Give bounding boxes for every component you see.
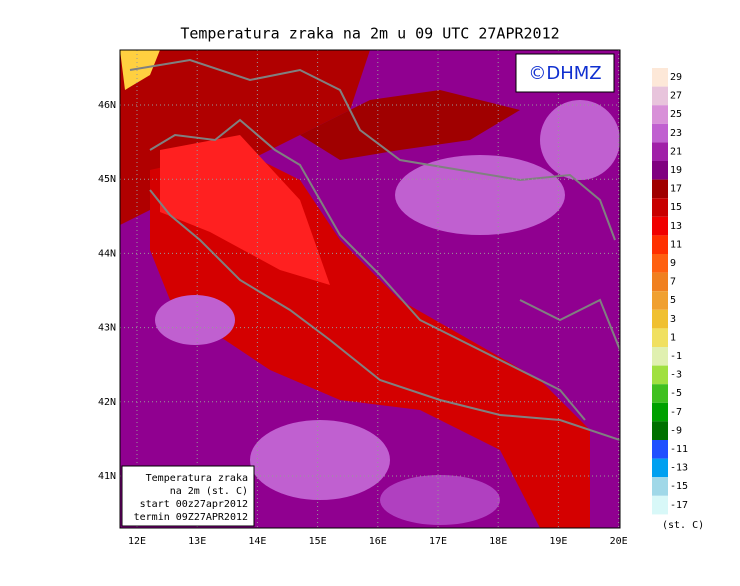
title: Temperatura zraka na 2m u 09 UTC 27APR20… [180, 25, 559, 43]
lon-label: 19E [549, 536, 567, 547]
legend-label: 3 [670, 314, 676, 325]
lon-label: 18E [489, 536, 507, 547]
legend-swatch [652, 291, 668, 310]
legend-label: -17 [670, 500, 688, 511]
legend-swatch [652, 179, 668, 199]
legend-swatch [652, 477, 668, 496]
legend-swatch [652, 495, 668, 515]
lon-label: 13E [188, 536, 206, 547]
legend-label: 19 [670, 165, 682, 176]
info-box [121, 465, 255, 527]
legend-label: 13 [670, 221, 682, 232]
legend-swatch [652, 421, 668, 440]
lat-label: 43N [98, 323, 116, 334]
legend-swatch [652, 105, 668, 124]
legend-label: 1 [670, 332, 676, 343]
lon-label: 14E [248, 536, 266, 547]
legend-swatch [652, 142, 668, 161]
legend-swatch [652, 123, 668, 143]
legend-swatch [652, 161, 668, 180]
legend-label: 7 [670, 277, 676, 288]
legend-label: 21 [670, 146, 682, 157]
legend-label: 15 [670, 202, 682, 213]
legend-swatch [652, 440, 668, 459]
legend-swatch [652, 384, 668, 403]
info-line: na 2m (st. C) [170, 486, 248, 497]
legend-label: -5 [670, 388, 682, 399]
info-line: termin 09Z27APR2012 [134, 512, 248, 523]
lon-label: 16E [369, 536, 387, 547]
legend-unit: (st. C) [662, 520, 704, 531]
lon-label: 12E [128, 536, 146, 547]
lat-label: 42N [98, 397, 116, 408]
legend-label: 25 [670, 109, 682, 120]
logo-box [515, 53, 615, 93]
info-line: Temperatura zraka [146, 473, 248, 484]
legend-label: 17 [670, 184, 682, 195]
map-frame [119, 49, 621, 529]
map-field [120, 50, 620, 528]
legend-label: 23 [670, 128, 682, 139]
lat-label: 46N [98, 100, 116, 111]
legend-label: -9 [670, 425, 682, 436]
legend-swatch [652, 458, 668, 478]
copyright: ©DHMZ [528, 63, 601, 84]
legend-swatch [652, 254, 668, 273]
legend-label: 27 [670, 91, 682, 102]
info-line: start 00z27apr2012 [140, 499, 248, 510]
legend-swatch [652, 216, 668, 236]
legend-label: -13 [670, 463, 688, 474]
lon-label: 15E [309, 536, 327, 547]
lat-label: 41N [98, 471, 116, 482]
legend-swatch [652, 309, 668, 329]
legend-label: -1 [670, 351, 682, 362]
legend-label: -15 [670, 481, 688, 492]
legend-label: -7 [670, 407, 682, 418]
legend-swatch [652, 235, 668, 254]
legend-label: 9 [670, 258, 676, 269]
legend-swatch [652, 272, 668, 292]
legend-label: 29 [670, 72, 682, 83]
lon-label: 20E [610, 536, 628, 547]
graticule [120, 50, 620, 528]
legend-swatch [652, 198, 668, 217]
lon-label: 17E [429, 536, 447, 547]
legend-label: -11 [670, 444, 688, 455]
legend-swatch [652, 86, 668, 106]
legend-label: -3 [670, 370, 682, 381]
lat-label: 44N [98, 248, 116, 259]
legend-swatch [652, 365, 668, 385]
legend-swatch [652, 402, 668, 422]
legend-swatch [652, 347, 668, 366]
legend-swatch [652, 328, 668, 347]
legend-label: 5 [670, 295, 676, 306]
legend-swatch [652, 68, 668, 87]
legend-label: 11 [670, 239, 682, 250]
lat-label: 45N [98, 174, 116, 185]
